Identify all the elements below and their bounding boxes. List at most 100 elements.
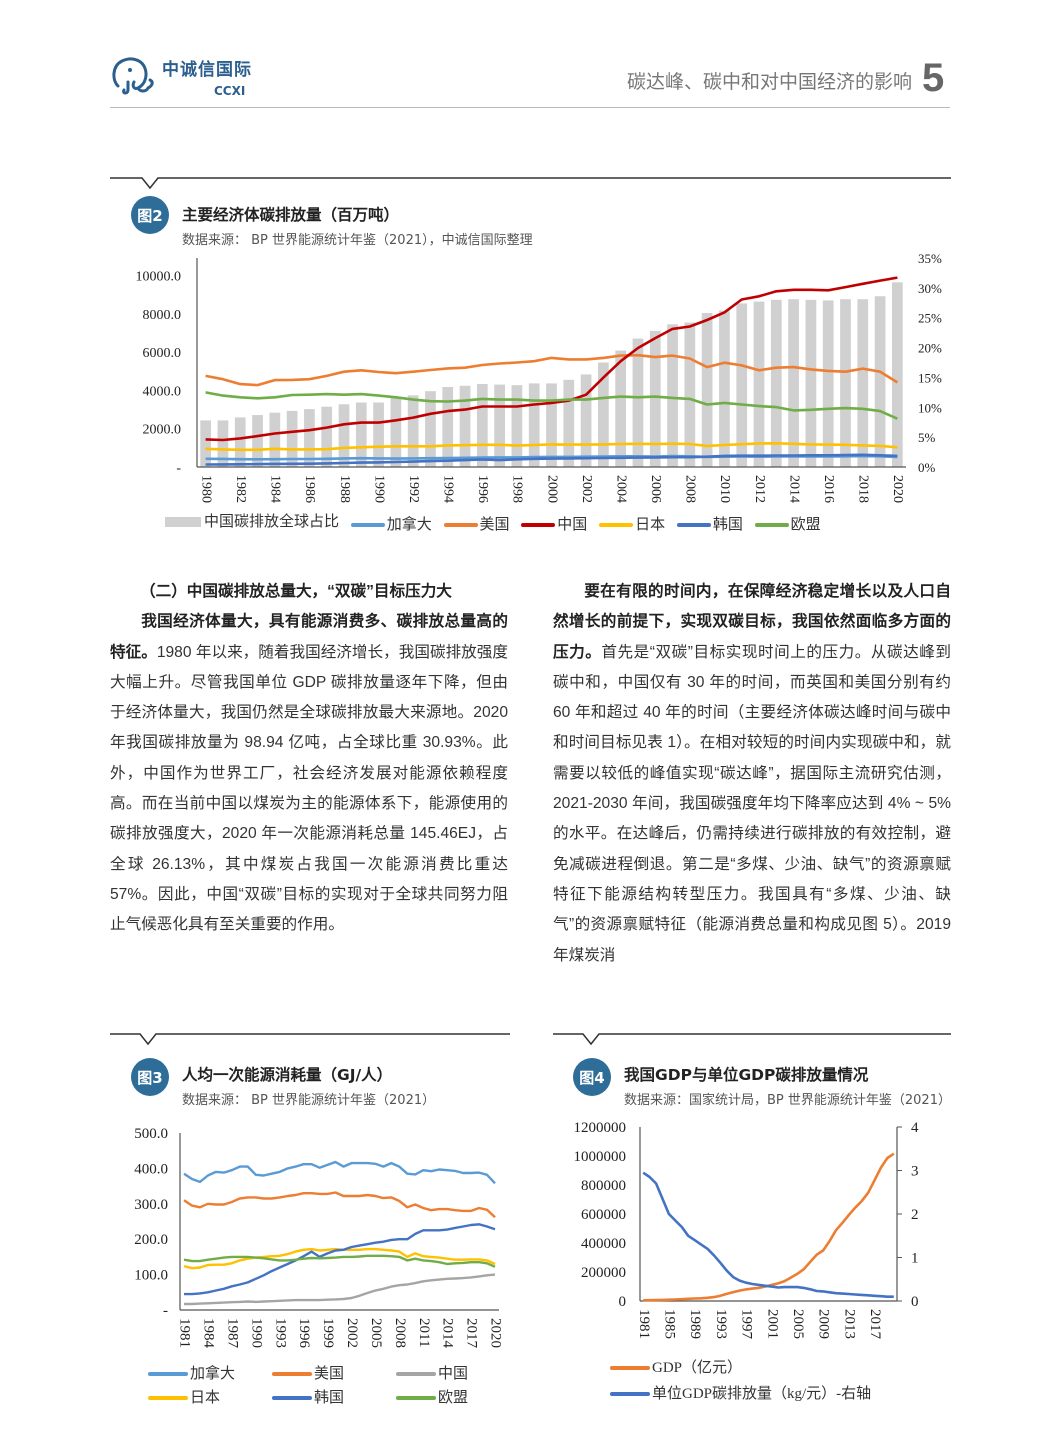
bar: [701, 312, 713, 467]
section-heading: （二）中国碳排放总量大，“双碳”目标压力大: [140, 583, 452, 600]
paragraph-lead: 要在有限的时间内，在保障经济稳定增长以及人口自然增长的前提下，实现双碳目标，我国…: [553, 583, 951, 661]
bar: [598, 362, 609, 467]
series-line: [205, 391, 898, 420]
x-tick-label: 2004: [613, 475, 628, 503]
y-tick-label: 1000000: [574, 1149, 627, 1165]
y-tick-label: 200.0: [134, 1232, 168, 1248]
fig2-badge: 图2: [131, 196, 169, 234]
x-tick-label: 1989: [687, 1309, 703, 1339]
bar: [736, 303, 748, 467]
legend-item: 美国: [443, 515, 510, 535]
fig2-source: 数据来源： BP 世界能源统计年鉴（2021），中诚信国际整理: [182, 233, 533, 248]
legend-swatch: [599, 523, 634, 527]
y-tick-label: 4000.0: [143, 384, 182, 399]
y-tick-label-right: 3: [911, 1164, 919, 1180]
x-tick-label: 2018: [856, 475, 871, 503]
y-tick-label-right: 15%: [918, 370, 942, 385]
series-line: [183, 1160, 496, 1185]
x-tick-label: 1992: [406, 475, 421, 503]
series-line: [205, 453, 898, 466]
y-tick-label: 1200000: [574, 1120, 627, 1136]
y-tick-label: 400000: [581, 1236, 626, 1252]
bar: [321, 406, 333, 467]
fig3-source: 数据来源： BP 世界能源统计年鉴（2021）: [182, 1093, 436, 1108]
fig4-divider: [553, 1033, 951, 1046]
y-tick-label-right: 4: [911, 1120, 919, 1136]
paragraph-body: 首先是“双碳”目标实现时间上的压力。从碳达峰到碳中和，中国仅有 30 年的时间，…: [553, 643, 951, 964]
bar: [338, 404, 350, 467]
y-tick-label: 200000: [581, 1265, 626, 1281]
x-tick-label: 2005: [368, 1318, 384, 1348]
logo-text-en: CCXI: [214, 84, 246, 98]
x-tick-label: 1984: [268, 475, 283, 503]
x-tick-label: 1999: [320, 1318, 336, 1348]
x-tick-label: 2001: [764, 1309, 780, 1339]
legend-swatch: [165, 517, 201, 527]
fig2-chart: - 2000.0 4000.0 6000.0 8000.0 10000.0 0% 5% 10% 1…: [136, 251, 943, 503]
x-tick-label: 2017: [464, 1318, 480, 1349]
legend-item: 日本: [148, 1388, 264, 1408]
bar: [615, 350, 627, 467]
fig3-divider: [110, 1033, 510, 1046]
legend-item: 中国: [521, 515, 587, 535]
y-tick-label-right: 2: [911, 1207, 919, 1223]
x-tick-label: 1980: [198, 475, 213, 503]
y-tick-label-right: 35%: [918, 251, 942, 266]
bar: [494, 384, 505, 467]
legend-swatch: [396, 1396, 436, 1400]
x-tick-label: 1990: [371, 475, 386, 503]
bar: [840, 299, 851, 467]
bar: [891, 282, 903, 467]
fig4-badge: 图4: [573, 1058, 611, 1096]
bar: [355, 402, 367, 467]
paragraph-body: 1980 年以来，随着我国经济增长，我国碳排放强度大幅上升。尽管我国单位 GDP…: [110, 643, 508, 934]
logo-text-cn: 中诚信国际: [162, 60, 252, 80]
x-tick-label: 2016: [821, 475, 836, 503]
legend-item: 加拿大: [350, 515, 432, 535]
fig2-title: 主要经济体碳排放量（百万吨）: [182, 206, 400, 224]
legend-label: 欧盟: [438, 1390, 469, 1406]
y-tick-label: 0: [619, 1294, 627, 1310]
bar: [459, 385, 471, 467]
legend-label: 美国: [314, 1366, 345, 1382]
x-tick-label: 1986: [302, 475, 317, 503]
x-tick-label: 1998: [510, 475, 525, 503]
y-tick-label-right: 10%: [918, 400, 942, 415]
legend-label: 日本: [635, 517, 666, 533]
legend-label: 欧盟: [790, 517, 821, 533]
series-line: [642, 1171, 894, 1298]
fig3-legend: 加拿大 美国 中国 日本 韩国 欧盟: [148, 1364, 518, 1408]
legend-swatch: [148, 1372, 188, 1376]
series-line: [184, 1273, 496, 1306]
series-line: [183, 1254, 496, 1268]
x-tick-label: 1990: [248, 1318, 264, 1348]
legend-item: GDP（亿元）: [610, 1358, 871, 1378]
y-tick-label-right: 5%: [918, 430, 936, 445]
fig4-source: 数据来源：国家统计局，BP 世界能源统计年鉴（2021）: [624, 1093, 951, 1108]
x-tick-label: 2014: [440, 1318, 456, 1349]
x-tick-label: 1987: [224, 1318, 240, 1349]
y-tick-label: -: [163, 1303, 168, 1319]
legend-label: 韩国: [314, 1390, 345, 1406]
y-tick-label: 600000: [581, 1207, 626, 1223]
y-tick-label-right: 20%: [918, 341, 942, 356]
x-tick-label: 2012: [752, 475, 767, 503]
y-tick-label: 10000.0: [136, 270, 182, 285]
bar: [269, 412, 281, 467]
legend-label: 加拿大: [386, 517, 432, 533]
y-tick-label: 8000.0: [143, 308, 182, 323]
legend-item: 欧盟: [754, 515, 821, 535]
bar: [252, 415, 263, 467]
header-divider: [110, 107, 950, 108]
y-tick-label: 400.0: [134, 1161, 168, 1177]
x-tick-label: 2008: [392, 1318, 408, 1348]
fig4-chart: 0 200000 400000 600000 800000 1000000 1200000 0…: [574, 1120, 920, 1340]
bar: [874, 296, 886, 467]
page-number: 5: [922, 56, 945, 100]
elephant-logo-icon: [112, 57, 154, 95]
series-line: [183, 1247, 496, 1270]
fig3-chart: - 100.0 200.0 300.0 400.0 500.0 1981 1984 1987 19…: [134, 1126, 503, 1349]
x-tick-label: 2011: [416, 1318, 432, 1347]
legend-swatch: [610, 1366, 650, 1370]
x-tick-label: 1984: [200, 1318, 216, 1349]
